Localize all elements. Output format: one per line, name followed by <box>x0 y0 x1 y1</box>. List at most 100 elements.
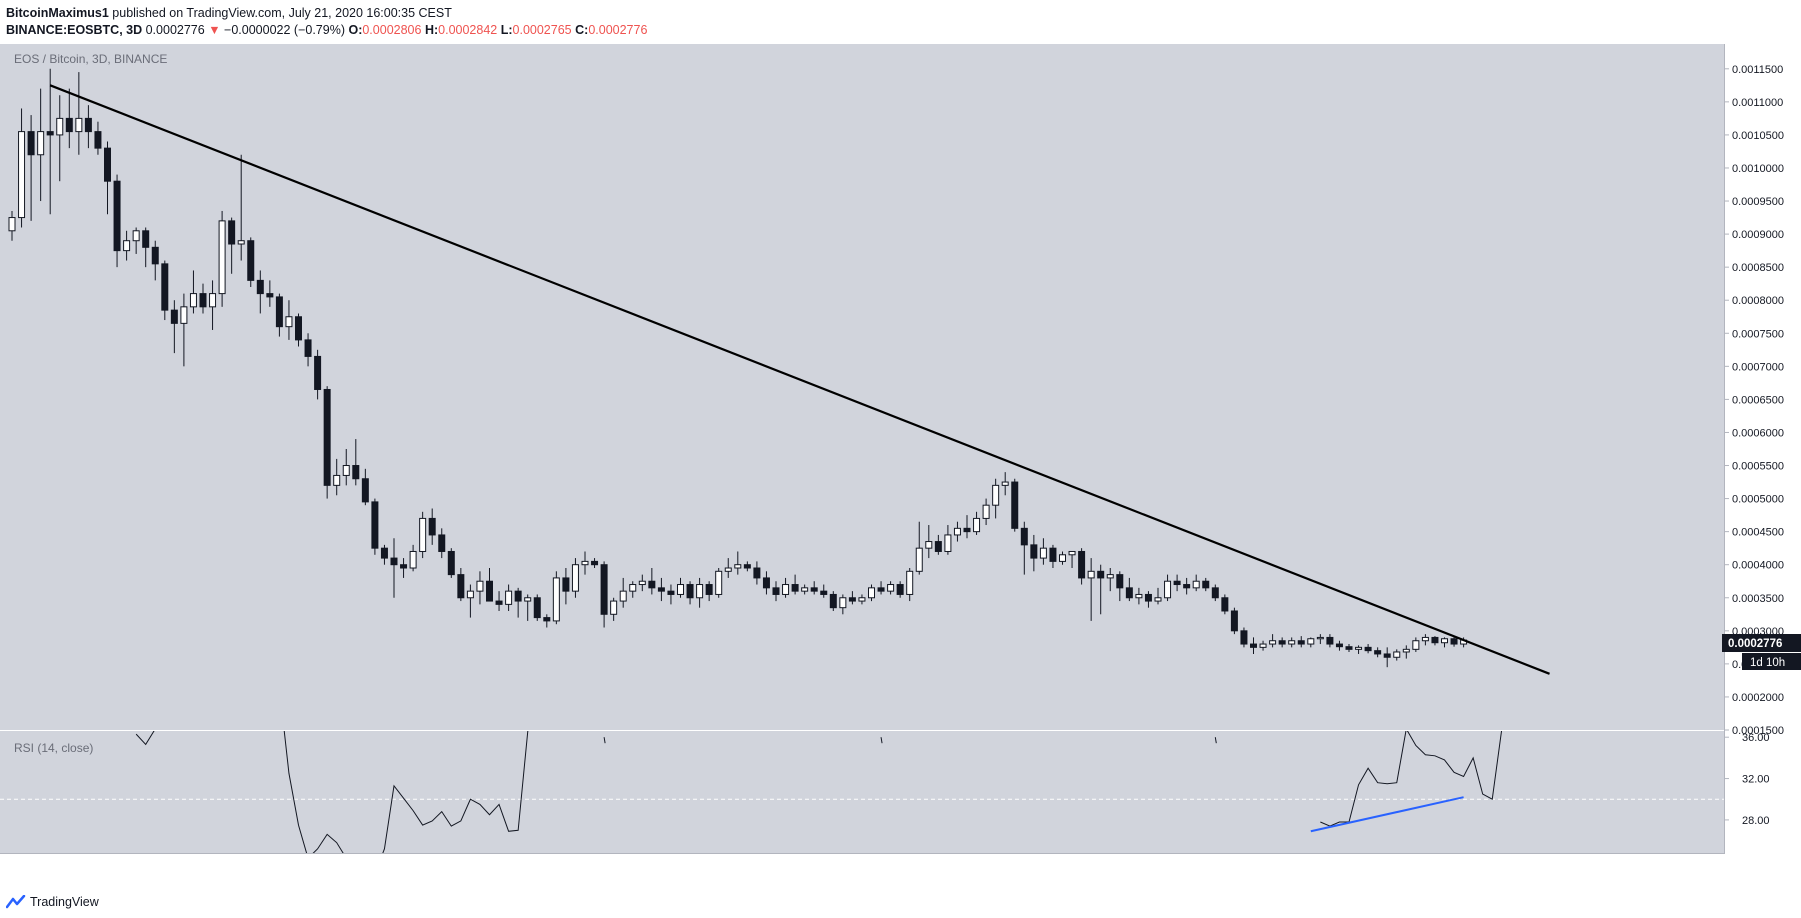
candle-body <box>992 484 1000 506</box>
candle <box>37 88 45 202</box>
candle-body <box>810 587 818 592</box>
candle <box>419 511 427 559</box>
candle-body <box>1020 527 1028 546</box>
candle <box>409 544 417 572</box>
chart-area[interactable]: EOS / Bitcoin, 3D, BINANCE RSI (14, clos… <box>0 44 1801 854</box>
candle-body <box>256 279 264 295</box>
candle <box>323 386 331 499</box>
tradingview-logo-icon[interactable] <box>6 895 26 909</box>
candle <box>113 174 121 268</box>
candle <box>180 293 188 367</box>
candle-body <box>1059 554 1066 562</box>
candle <box>743 561 751 572</box>
candle <box>1441 637 1448 648</box>
candle-body <box>552 577 560 622</box>
rsi-line <box>135 731 155 746</box>
candle <box>132 227 140 254</box>
price-axis[interactable]: 0.0011500 0.0011000 0.0010500 0.0010000 0.00… <box>1724 64 1784 737</box>
candle-body <box>1097 570 1105 579</box>
candle <box>552 571 560 625</box>
price-tick-label: 0.0008000 <box>1732 295 1784 307</box>
candle-body <box>132 230 140 242</box>
price-change: −0.0000022 (−0.79%) <box>224 23 345 37</box>
countdown-tag-box <box>1742 653 1801 670</box>
candle-body <box>772 587 780 595</box>
candle <box>1269 634 1277 648</box>
candle-body <box>1068 550 1076 556</box>
close-value: 0.0002776 <box>588 23 648 37</box>
candle <box>591 558 599 569</box>
author-name[interactable]: BitcoinMaximus1 <box>6 6 109 20</box>
candle <box>428 508 436 545</box>
candle <box>104 141 111 215</box>
candle-body <box>638 580 646 586</box>
candle <box>94 121 102 155</box>
price-tick-label: 0.0008500 <box>1732 262 1784 274</box>
candle-body <box>1412 640 1420 650</box>
candle <box>581 551 589 575</box>
candle <box>1154 587 1162 605</box>
candle-body <box>1087 570 1095 579</box>
candle-body <box>390 557 398 566</box>
candle-body <box>925 541 933 549</box>
countdown-tag-label: 1d 10h <box>1750 657 1785 669</box>
candle <box>1097 564 1105 615</box>
last-price: 0.0002776 <box>145 23 205 37</box>
candle <box>1164 574 1172 602</box>
rsi-tick-label: 28.00 <box>1742 815 1770 827</box>
candle-body <box>1374 650 1382 655</box>
candle-body <box>466 590 474 599</box>
candle-body <box>486 580 493 602</box>
candle-body <box>1355 646 1363 650</box>
tradingview-brand[interactable]: TradingView <box>30 895 99 909</box>
candle-body <box>1039 547 1047 559</box>
candle <box>1288 637 1296 648</box>
candle-body <box>1307 638 1315 645</box>
symbol-info: BINANCE:EOSBTC, 3D 0.0002776 ▼ −0.000002… <box>6 23 647 37</box>
candle <box>992 478 1000 519</box>
candle <box>170 300 178 354</box>
candle <box>514 587 522 618</box>
rsi-axis[interactable]: 36.00 32.00 28.00 <box>1724 732 1770 827</box>
candle <box>533 594 541 621</box>
chart-header: BitcoinMaximus1 published on TradingView… <box>0 0 1801 44</box>
candle-body <box>973 517 981 533</box>
candle <box>944 525 952 555</box>
candle <box>1412 637 1420 652</box>
candle-body <box>228 220 236 245</box>
rsi-line <box>1214 737 1217 744</box>
price-tick-label: 0.0004000 <box>1732 560 1784 572</box>
candle <box>1278 637 1286 648</box>
candle-body <box>743 564 751 569</box>
candle-body <box>1221 597 1229 612</box>
last-price-tag: 0.0002776 1d 10h <box>1722 634 1801 670</box>
candle-body <box>944 534 952 552</box>
candle-body <box>1250 643 1257 648</box>
candle-body <box>657 587 665 592</box>
descending-trendline <box>49 84 1550 675</box>
candle <box>275 293 283 337</box>
candle-body <box>848 597 856 602</box>
candle <box>161 260 169 321</box>
candle <box>953 521 961 542</box>
candle-body <box>1326 636 1334 645</box>
trendline-layer[interactable] <box>49 84 1550 675</box>
candle <box>486 568 493 602</box>
candle-body <box>180 306 188 324</box>
candle-body <box>1049 547 1057 562</box>
candle-body <box>724 567 732 572</box>
price-scale-background <box>1724 44 1801 854</box>
symbol-label[interactable]: BINANCE:EOSBTC, 3D <box>6 23 143 37</box>
candle <box>1059 551 1066 565</box>
candle-body <box>734 564 742 569</box>
candle <box>571 558 579 598</box>
candle-body <box>447 550 455 576</box>
candle <box>1355 645 1363 654</box>
candle-body <box>46 131 54 136</box>
candle-body <box>524 597 532 602</box>
candle <box>218 210 226 307</box>
candle <box>667 584 675 605</box>
candle <box>1221 594 1229 615</box>
close-label: C: <box>575 23 589 37</box>
candle-body <box>715 570 723 595</box>
